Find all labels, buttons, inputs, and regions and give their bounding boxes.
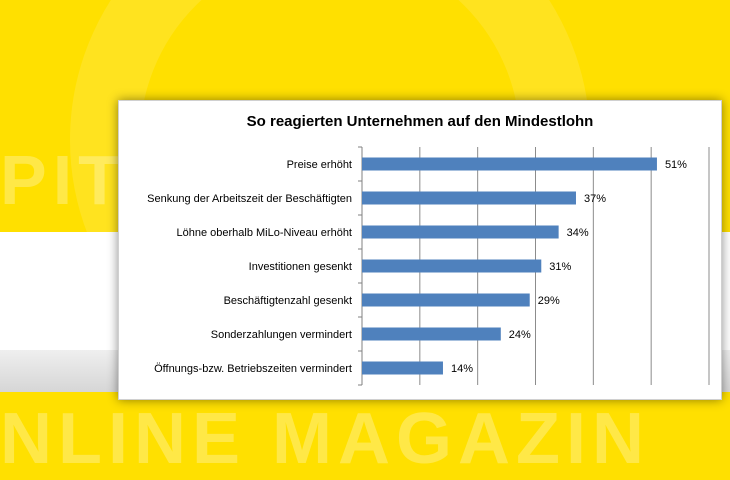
category-label: Löhne oberhalb MiLo-Niveau erhöht — [176, 227, 352, 239]
chart-title: So reagierten Unternehmen auf den Mindes… — [246, 113, 594, 130]
category-label: Beschäftigtenzahl gesenkt — [224, 295, 352, 307]
bar — [362, 259, 542, 273]
watermark-bottom: NLINE MAGAZIN — [0, 399, 650, 479]
data-label: 29% — [538, 295, 560, 307]
category-label: Investitionen gesenkt — [249, 261, 352, 273]
chart-card: So reagierten Unternehmen auf den Mindes… — [118, 100, 722, 400]
bar — [362, 157, 657, 171]
data-label: 37% — [584, 193, 606, 205]
bar-chart: Preise erhöht 51% Senkung der Arbeitszeit … — [147, 146, 710, 386]
category-label: Öffnungs-bzw. Betriebszeiten vermindert — [154, 363, 352, 375]
category-label: Senkung der Arbeitszeit der Beschäftigte… — [147, 193, 352, 205]
background-yellow-band — [0, 392, 730, 450]
bar — [362, 191, 576, 205]
category-label: Preise erhöht — [287, 159, 352, 171]
data-label: 31% — [549, 261, 571, 273]
data-label: 51% — [665, 159, 687, 171]
bar — [362, 225, 559, 239]
watermark-top: PIT — [0, 141, 127, 219]
data-label: 34% — [567, 227, 589, 239]
bar — [362, 327, 501, 341]
category-label: Sonderzahlungen vermindert — [211, 329, 352, 341]
bar — [362, 361, 443, 375]
data-label: 14% — [451, 363, 473, 375]
bar — [362, 293, 530, 307]
data-label: 24% — [509, 329, 531, 341]
